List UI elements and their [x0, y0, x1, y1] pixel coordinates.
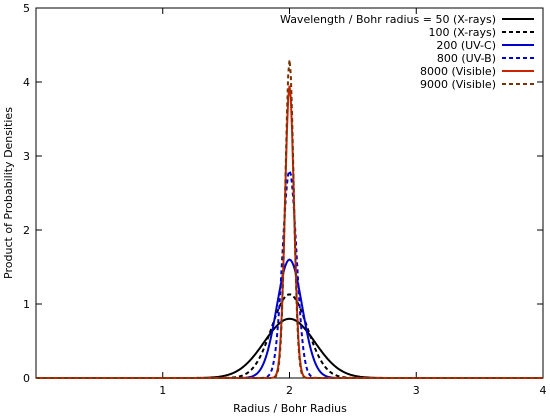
- legend: Wavelength / Bohr radius = 50 (X-rays)10…: [280, 13, 534, 91]
- y-tick-label: 5: [23, 2, 30, 15]
- legend-entry-label: 800 (UV-B): [437, 52, 496, 65]
- y-tick-label: 1: [23, 298, 30, 311]
- x-tick-label: 1: [159, 384, 166, 397]
- y-tick-label: 4: [23, 76, 30, 89]
- series-line-3: [36, 167, 543, 379]
- y-tick-label: 3: [23, 150, 30, 163]
- x-tick-label: 3: [413, 384, 420, 397]
- series-line-1: [36, 293, 543, 379]
- y-tick-label: 2: [23, 224, 30, 237]
- legend-entry-label: 200 (UV-C): [436, 39, 496, 52]
- series-line-5: [36, 59, 543, 379]
- legend-entry-label: 9000 (Visible): [420, 78, 496, 91]
- legend-entry-label: 100 (X-rays): [428, 26, 496, 39]
- series-layer: [36, 59, 543, 379]
- x-axis-label: Radius / Bohr Radius: [233, 402, 347, 415]
- y-tick-label: 0: [23, 372, 30, 385]
- series-line-4: [36, 85, 543, 379]
- x-tick-label: 2: [286, 384, 293, 397]
- legend-entry-label: 8000 (Visible): [420, 65, 496, 78]
- y-axis-label: Product of Probability Densities: [2, 107, 15, 279]
- series-line-0: [36, 317, 543, 379]
- x-tick-label: 4: [540, 384, 547, 397]
- legend-entry-label: Wavelength / Bohr radius = 50 (X-rays): [280, 13, 496, 26]
